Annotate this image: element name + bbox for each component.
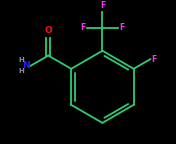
Text: F: F xyxy=(100,1,105,11)
Text: O: O xyxy=(44,26,52,35)
Text: N: N xyxy=(22,61,29,70)
Text: H: H xyxy=(19,57,24,63)
Text: F: F xyxy=(80,23,86,32)
Text: F: F xyxy=(119,23,124,32)
Text: F: F xyxy=(152,55,157,64)
Text: H: H xyxy=(19,68,24,74)
